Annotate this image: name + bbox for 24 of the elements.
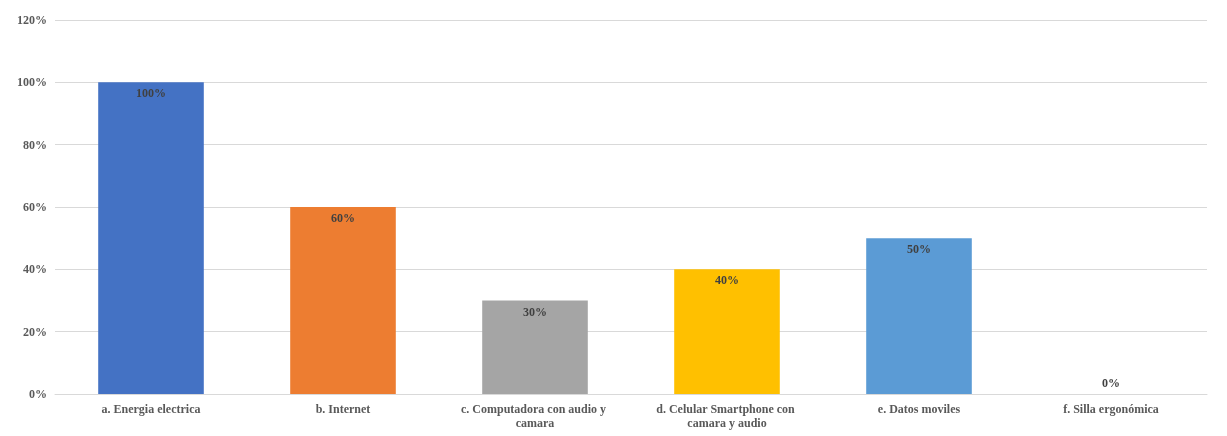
data-label: 0%	[1102, 376, 1120, 390]
y-tick-label: 80%	[23, 137, 47, 152]
y-tick-label: 120%	[17, 13, 47, 27]
y-tick-label: 40%	[23, 262, 47, 277]
y-tick-label: 100%	[17, 75, 47, 90]
x-tick-label: d. Celular Smartphone con camara y audio	[656, 402, 798, 430]
x-tick-label: e. Datos moviles	[877, 402, 961, 416]
bar	[866, 238, 972, 394]
bar	[290, 207, 396, 394]
bar	[98, 82, 204, 394]
x-tick-label: c. Computadora con audio y camara	[460, 402, 610, 430]
data-label: 60%	[331, 211, 355, 225]
x-tick-label: b. Internet	[315, 402, 371, 416]
data-label: 100%	[136, 86, 166, 101]
bar	[674, 269, 780, 394]
x-tick-label: f. Silla ergonómica	[1063, 402, 1159, 416]
y-tick-label: 20%	[23, 324, 47, 339]
data-label: 30%	[523, 304, 547, 319]
y-tick-label: 60%	[23, 200, 47, 214]
data-label: 40%	[715, 273, 739, 288]
y-tick-label: 0%	[29, 387, 47, 401]
data-label: 50%	[907, 242, 931, 257]
bar	[482, 300, 588, 394]
x-tick-label: a. Energia electrica	[101, 402, 201, 416]
